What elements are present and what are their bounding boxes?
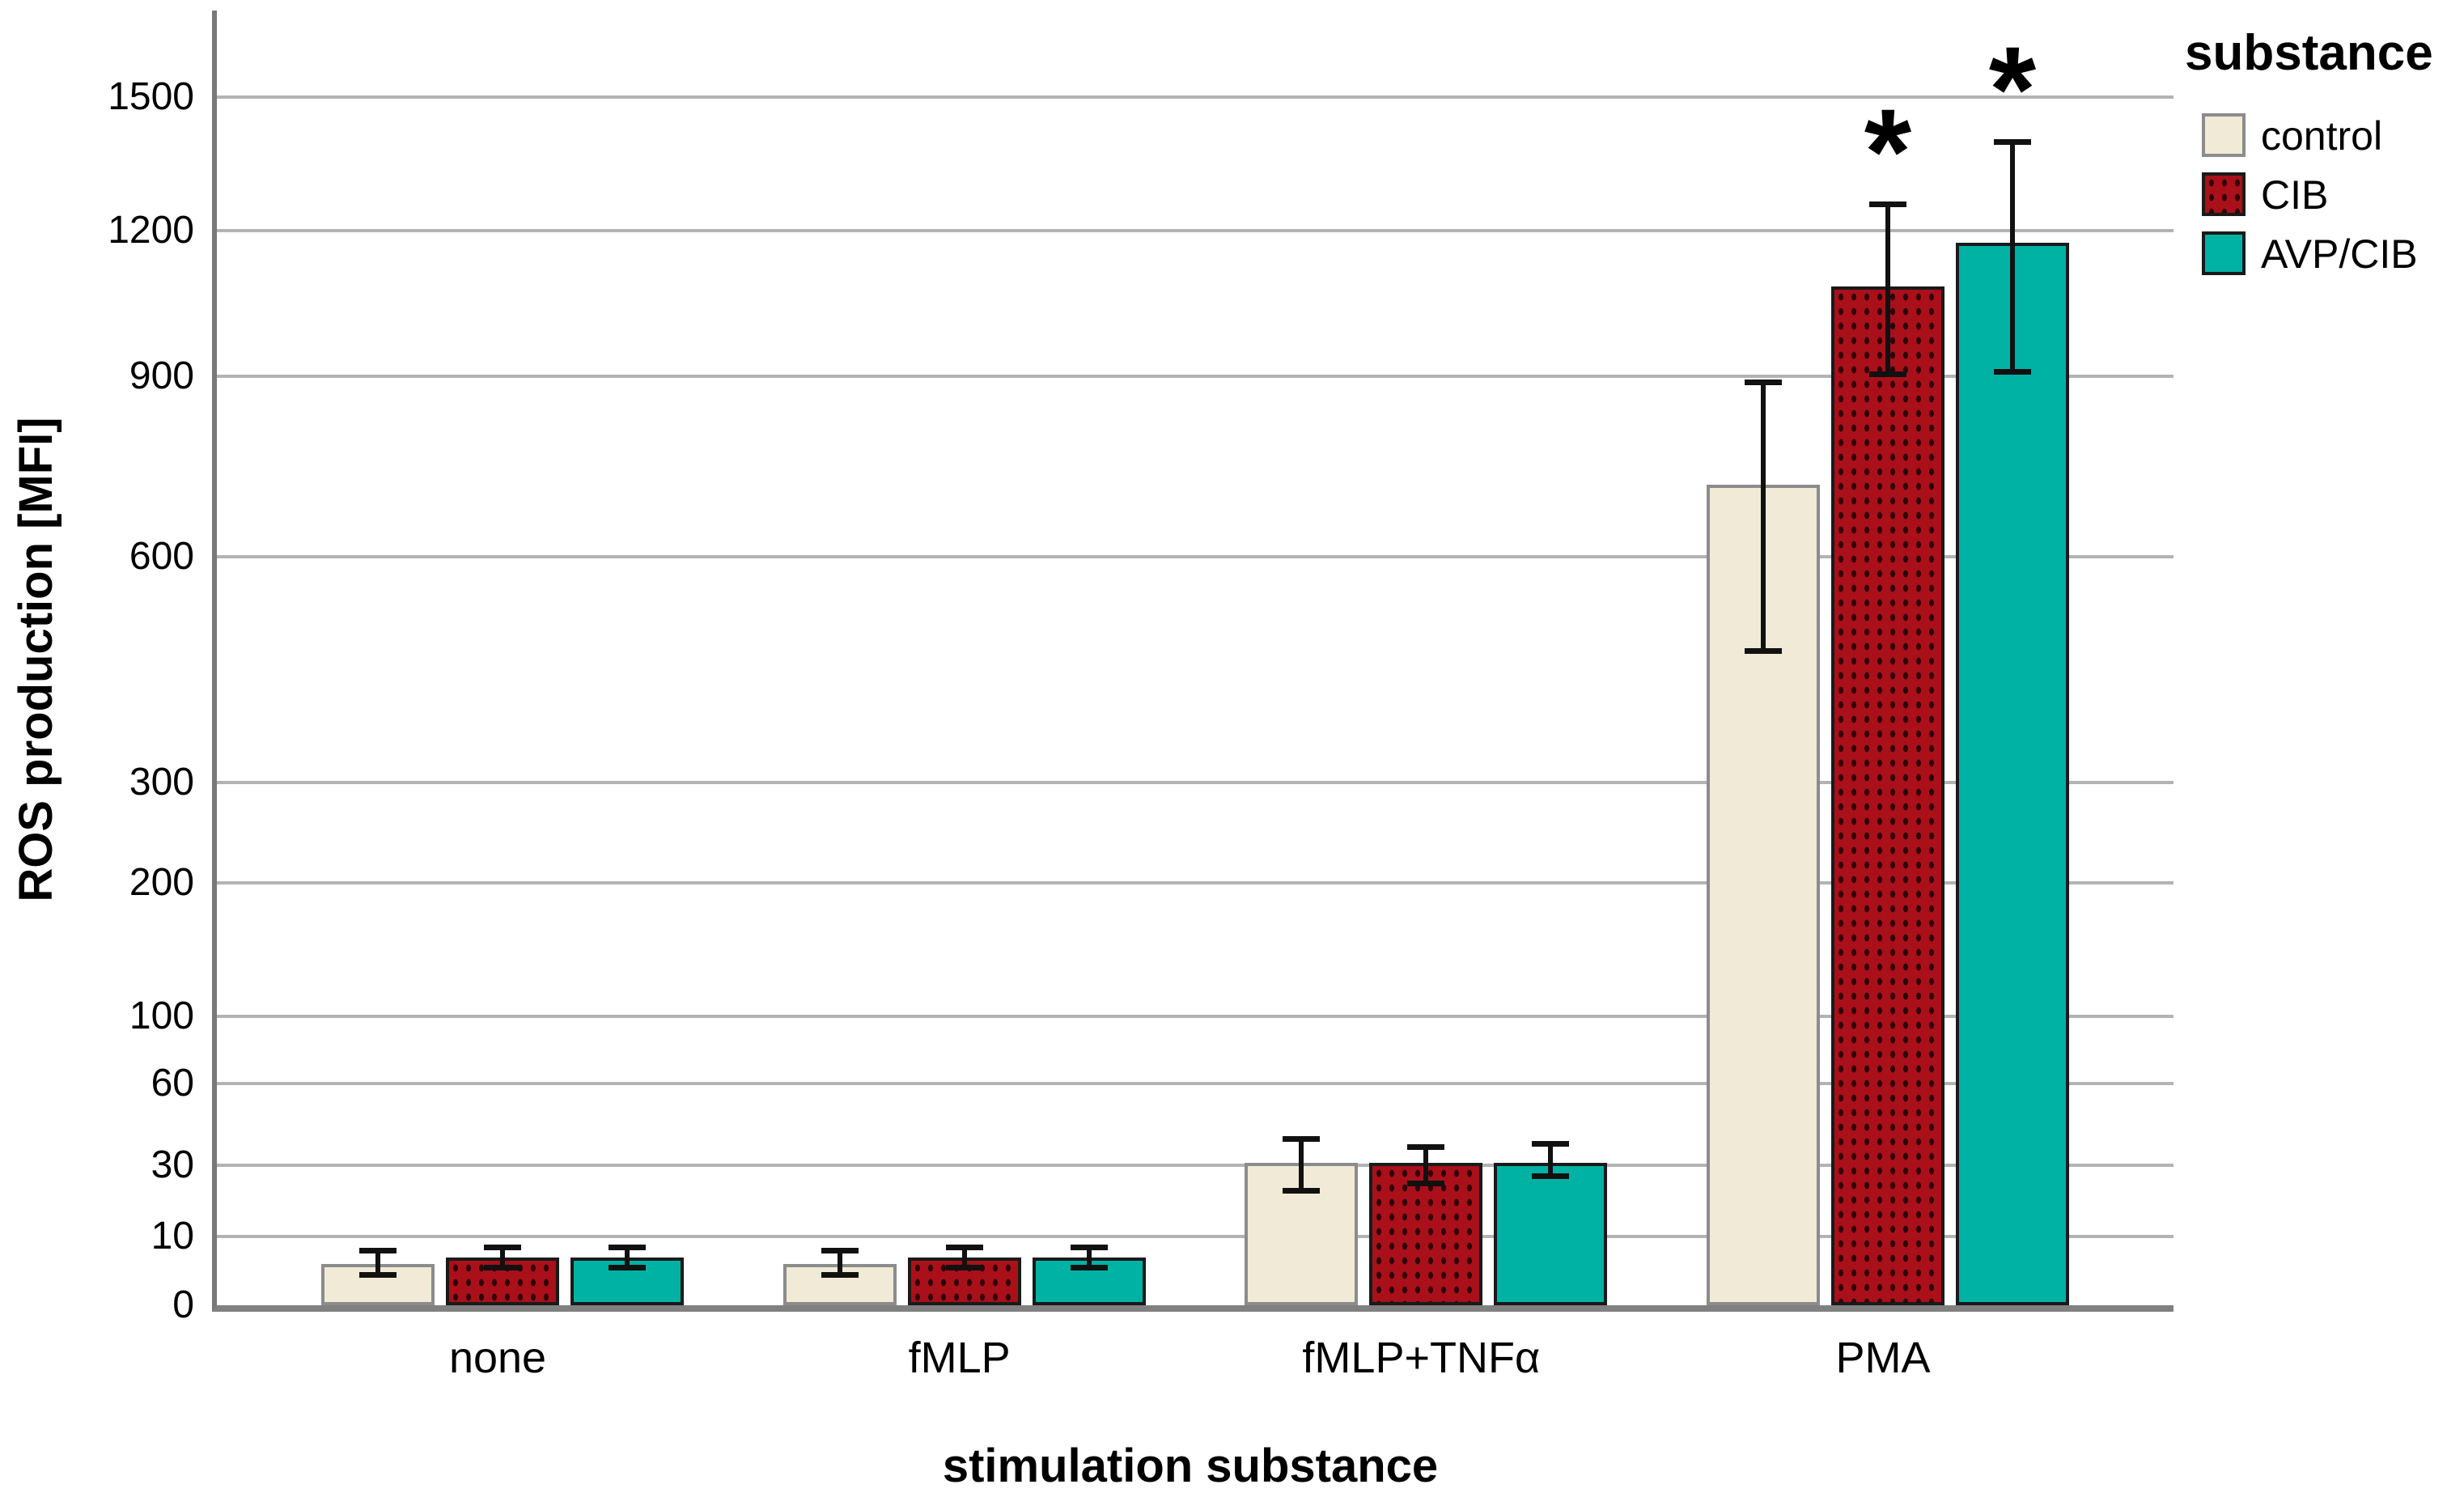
error-bar-line — [1423, 1146, 1429, 1184]
x-axis-title: stimulation substance — [942, 1440, 1439, 1492]
legend-items: control CIB AVP/CIB — [2185, 113, 2464, 277]
error-bar-cap — [1407, 1143, 1445, 1150]
bar-CIB — [1830, 286, 1944, 1305]
error-bar-cap — [1993, 139, 2031, 146]
bar-AVP/CIB — [1032, 1257, 1146, 1305]
error-bar-line — [1885, 204, 1890, 374]
error-bar-line — [961, 1246, 967, 1268]
y-tick-label: 1200 — [108, 209, 194, 252]
gridline — [217, 229, 2173, 232]
error-bar-cap — [1070, 1244, 1108, 1250]
legend-item: control — [2185, 113, 2464, 159]
bar-AVP/CIB — [1955, 243, 2069, 1305]
gridline — [217, 555, 2173, 559]
error-bar-cap — [1070, 1265, 1108, 1271]
y-tick-label: 600 — [129, 535, 194, 579]
error-bar-cap — [945, 1265, 983, 1271]
error-bar-cap — [1283, 1188, 1321, 1194]
plot-area: * * — [212, 11, 2173, 1312]
y-tick-label: 100 — [129, 995, 194, 1038]
legend-item: CIB — [2185, 172, 2464, 218]
error-bar-line — [375, 1250, 381, 1275]
error-bar-cap — [1744, 648, 1782, 655]
legend-item-label: AVP/CIB — [2261, 231, 2418, 277]
significance-asterisk: * — [1864, 83, 1912, 220]
error-bar-cap — [821, 1248, 859, 1254]
significance-asterisk: * — [1988, 21, 2037, 158]
error-bar-cap — [1532, 1141, 1570, 1147]
error-bar-cap — [1744, 380, 1782, 386]
gridline — [217, 780, 2173, 784]
error-bar-cap — [484, 1244, 522, 1250]
legend-item-label: control — [2261, 113, 2383, 159]
legend-item-label: CIB — [2261, 172, 2329, 218]
error-bar-line — [1299, 1138, 1304, 1190]
error-bar-line — [1086, 1246, 1092, 1268]
y-tick-label: 0 — [172, 1283, 194, 1326]
y-tick-label: 300 — [129, 760, 194, 804]
gridline — [217, 1235, 2173, 1239]
gridline — [217, 1015, 2173, 1019]
bar-AVP/CIB — [1494, 1162, 1608, 1305]
x-category-label: none — [448, 1334, 547, 1382]
gridline — [217, 1164, 2173, 1168]
y-tick-label: 60 — [151, 1062, 194, 1105]
gridline — [217, 881, 2173, 885]
x-category-label: PMA — [1835, 1334, 1931, 1382]
y-tick-label: 900 — [129, 354, 194, 397]
legend-title: substance — [2185, 25, 2433, 81]
error-bar-line — [625, 1246, 630, 1268]
x-category-label: fMLP — [908, 1334, 1011, 1382]
legend-swatch — [2202, 113, 2246, 157]
error-bar-cap — [359, 1248, 397, 1254]
legend-item: AVP/CIB — [2185, 231, 2464, 277]
y-tick-label: 30 — [151, 1143, 194, 1187]
gridline — [217, 1082, 2173, 1086]
error-bar-cap — [1407, 1181, 1445, 1187]
error-bar-line — [837, 1250, 842, 1275]
error-bar-cap — [1283, 1135, 1321, 1142]
legend-swatch — [2202, 172, 2246, 216]
error-bar-cap — [1532, 1173, 1570, 1180]
legend-swatch — [2202, 231, 2246, 275]
error-bar-cap — [945, 1244, 983, 1250]
legend: substance control CIB AVP/CIB — [2185, 24, 2464, 291]
error-bar-cap — [609, 1244, 647, 1250]
x-category-label: fMLP+TNFα — [1302, 1334, 1541, 1382]
error-bar-cap — [821, 1271, 859, 1278]
error-bar-cap — [1868, 371, 1906, 377]
bar-CIB — [1369, 1162, 1483, 1305]
error-bar-line — [1548, 1143, 1554, 1177]
error-bar-line — [1760, 382, 1766, 651]
error-bar-cap — [1993, 369, 2031, 375]
y-tick-label: 10 — [151, 1215, 194, 1258]
error-bar-cap — [1868, 201, 1906, 208]
gridline — [217, 95, 2173, 100]
y-tick-label: 200 — [129, 861, 194, 905]
error-bar-cap — [484, 1265, 522, 1271]
error-bar-line — [2009, 142, 2015, 371]
gridline — [217, 375, 2173, 378]
error-bar-cap — [609, 1265, 647, 1271]
error-bar-cap — [359, 1271, 397, 1278]
y-tick-label: 1500 — [108, 75, 194, 119]
error-bar-line — [500, 1246, 506, 1268]
